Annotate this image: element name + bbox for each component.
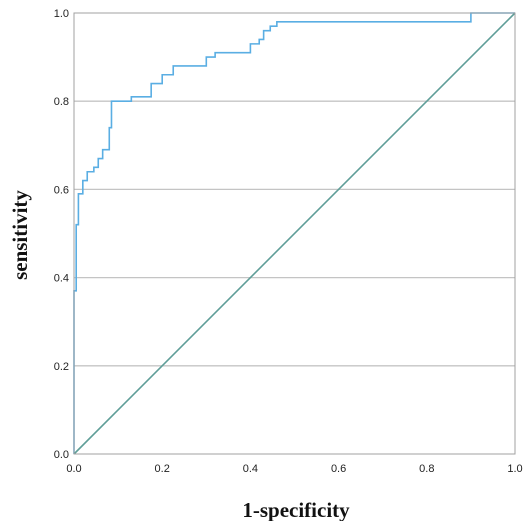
- y-tick-label: 0.2: [54, 361, 69, 373]
- y-axis-title: sensitivity: [8, 190, 32, 280]
- y-tick-label: 1.0: [54, 8, 69, 20]
- tick-labels: 0.0 0.2 0.4 0.6 0.8 1.0 0.0 0.2 0.4 0.6 0.8 1.0: [54, 8, 523, 475]
- x-tick-label: 1.0: [507, 463, 522, 475]
- x-tick-label: 0.8: [419, 463, 434, 475]
- x-tick-label: 0.2: [155, 463, 170, 475]
- y-tick-label: 0.8: [54, 96, 69, 108]
- y-tick-label: 0.0: [54, 449, 69, 461]
- x-tick-label: 0.0: [66, 463, 81, 475]
- roc-curve-line: [73, 12, 515, 454]
- y-tick-label: 0.4: [54, 273, 69, 285]
- series-layer: [73, 12, 516, 455]
- reference-diagonal-line: [73, 12, 516, 455]
- x-tick-label: 0.6: [331, 463, 346, 475]
- x-tick-label: 0.4: [243, 463, 258, 475]
- x-axis-title: 1-specificity: [242, 498, 350, 521]
- gridlines: [74, 100, 515, 367]
- y-tick-label: 0.6: [54, 184, 69, 196]
- plot-frame: [73, 12, 516, 455]
